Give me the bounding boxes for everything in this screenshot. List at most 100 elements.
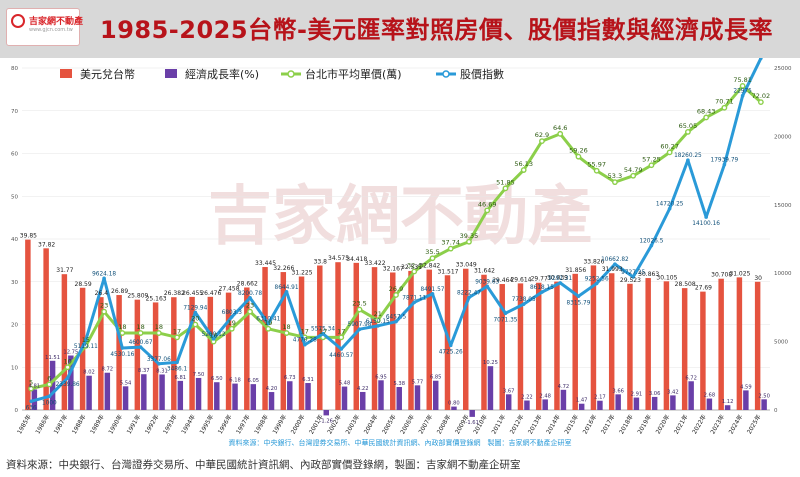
stock-index-point (594, 281, 599, 286)
house-price-label: 6 (47, 374, 51, 382)
exchange-rate-bar (554, 281, 560, 410)
exchange-rate-label: 33.049 (456, 262, 477, 269)
stock-index-point (503, 311, 508, 316)
gdp-growth-bar (104, 372, 111, 410)
house-price-label: 23 (246, 302, 254, 310)
stock-index-label: 8200.78 (238, 291, 262, 297)
exchange-rate-label: 32.167 (383, 265, 404, 272)
house-price-label: 5 (29, 379, 33, 387)
exchange-rate-bar (116, 295, 122, 410)
stock-index-label: 12026.5 (639, 238, 663, 244)
legend-label: 股價指數 (460, 67, 504, 81)
house-price-point (593, 167, 600, 174)
house-price-point (575, 153, 582, 160)
exchange-rate-bar (225, 292, 232, 410)
stock-index-label: 4770.28 (293, 338, 317, 344)
gdp-growth-label: 7.50 (193, 372, 205, 378)
exchange-rate-label: 31.225 (292, 270, 313, 277)
gdp-growth-bar (615, 394, 621, 410)
stock-index-label: 2339.86 (56, 382, 80, 388)
gdp-growth-bar (159, 374, 165, 410)
exchange-rate-label: 31.642 (474, 268, 495, 275)
exchange-rate-label: 27.458 (219, 286, 240, 293)
stock-index-point (613, 262, 617, 266)
gdp-growth-label: 2.68 (704, 393, 716, 399)
line-series (28, 58, 764, 404)
stock-index-point (266, 321, 271, 326)
exchange-rate-bar (152, 302, 159, 410)
house-price-point (484, 207, 491, 214)
stock-index-label: 8315.79 (566, 300, 590, 306)
house-price-label: 46.69 (478, 200, 497, 208)
gdp-growth-label: 4.59 (740, 384, 752, 390)
gdp-growth-bar (542, 399, 548, 410)
exchange-rate-label: 31.517 (437, 268, 458, 275)
gdp-growth-label: 3.67 (503, 388, 515, 394)
gdp-growth-bar (578, 403, 585, 410)
gdp-growth-bar (49, 360, 56, 410)
gdp-growth-label: 5.38 (393, 381, 405, 387)
exchange-rate-bar (499, 284, 505, 410)
exchange-rate-bar (134, 299, 141, 410)
stock-index-point (759, 58, 763, 61)
gdp-growth-label: 4.72 (558, 384, 570, 390)
gdp-growth-bar (122, 386, 129, 410)
house-price-label: 21 (374, 310, 382, 318)
gdp-growth-label: 10.25 (483, 360, 498, 366)
logo[interactable]: 吉家網不動產 www.gjcn.com.tw (6, 8, 83, 46)
house-price-point (429, 255, 436, 262)
gdp-growth-label: 2.91 (631, 392, 643, 398)
gdp-growth-bar (360, 391, 366, 410)
house-price-point (703, 114, 710, 121)
house-price-label: 60.27 (660, 142, 679, 150)
left-axis: 0 10 20 30 40 50 60 70 80 (11, 66, 19, 414)
stock-index-point (321, 331, 325, 336)
gdp-growth-bar (341, 386, 348, 410)
house-price-point (612, 179, 618, 186)
legend-marker (287, 70, 295, 78)
exchange-rate-bar (171, 297, 177, 410)
gdp-growth-label: 5.77 (412, 379, 424, 385)
gdp-growth-bar (651, 396, 658, 410)
gdp-growth-label: 6.18 (229, 378, 241, 384)
gdp-growth-label: 1.47 (576, 398, 588, 404)
house-price-point (520, 167, 527, 173)
house-price-point (265, 325, 272, 332)
exchange-rate-label: 33.445 (255, 260, 276, 267)
house-price-point (374, 317, 381, 324)
stock-index-label: 9292.31 (548, 276, 572, 282)
gdp-growth-bar (761, 399, 767, 410)
stock-index-label: 8644.91 (275, 285, 299, 291)
exchange-rate-bar (280, 272, 287, 410)
gdp-growth-bar (451, 406, 457, 410)
house-price-label: 54.79 (624, 166, 643, 174)
exchange-rate-bar (718, 278, 724, 410)
exchange-rate-label: 31.025 (729, 270, 750, 277)
exchange-rate-label: 31.993 (602, 266, 623, 273)
exchange-rate-label: 31.856 (565, 267, 586, 274)
stock-index-label: 8618.15 (530, 285, 554, 291)
house-price-label: 75.81 (733, 76, 752, 84)
stock-index-label: 9624.18 (92, 271, 116, 277)
gdp-growth-label: 6.81 (175, 375, 187, 381)
exchange-rate-label: 33.8 (314, 259, 328, 266)
house-price-point (666, 149, 673, 156)
exchange-rate-label: 33.422 (365, 260, 386, 267)
stock-index-label: 636 (26, 405, 37, 411)
house-price-point (283, 330, 290, 336)
house-price-point (557, 130, 564, 137)
stock-index-point (521, 302, 526, 306)
house-price-label: 56.13 (514, 160, 533, 168)
stock-index-point (467, 295, 471, 300)
exchange-rate-bar (244, 287, 250, 410)
exchange-rate-bar (61, 274, 68, 410)
exchange-rate-label: 30.863 (638, 271, 659, 278)
gdp-growth-label: 6.73 (284, 375, 296, 381)
legend-label: 台北市平均單價(萬) (305, 67, 402, 81)
house-price-label: 57.25 (642, 155, 661, 163)
gdp-growth-label: 6.95 (375, 374, 387, 380)
stock-index-label: 4600.67 (129, 340, 153, 346)
stock-index-label: 8491.57 (420, 287, 444, 293)
house-price-label: 55.97 (587, 161, 606, 169)
house-price-point (539, 138, 545, 145)
